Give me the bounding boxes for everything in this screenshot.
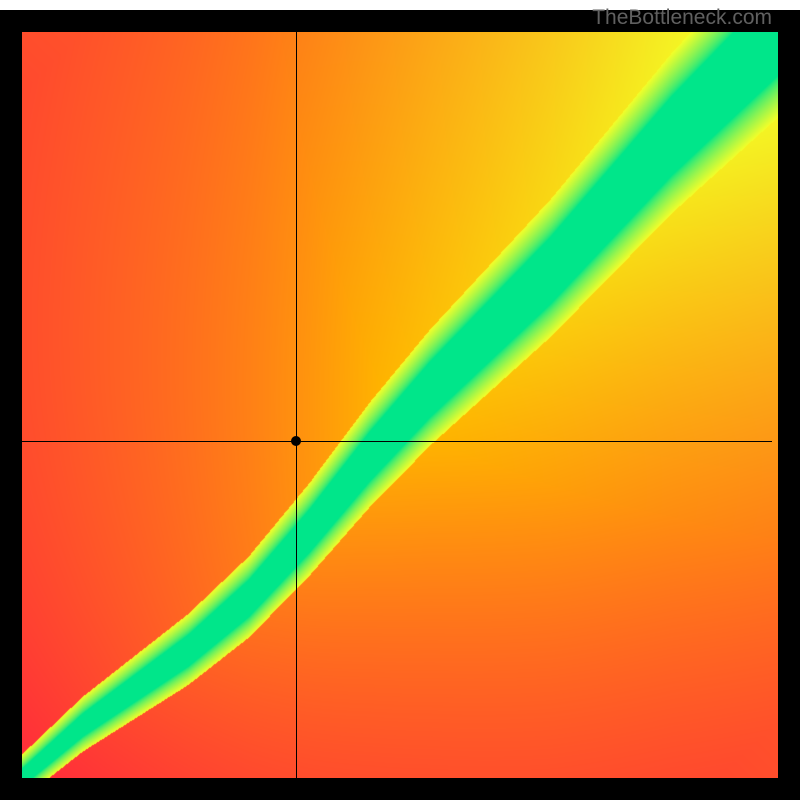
crosshair-horizontal: [22, 441, 772, 442]
plot-frame-left: [0, 10, 22, 800]
plot-frame-right: [778, 10, 800, 800]
bottleneck-heatmap: [22, 32, 778, 778]
crosshair-vertical: [296, 32, 297, 782]
watermark-source: TheBottleneck.com: [592, 6, 772, 30]
crosshair-marker: [291, 436, 301, 446]
plot-frame-bottom: [0, 778, 800, 800]
